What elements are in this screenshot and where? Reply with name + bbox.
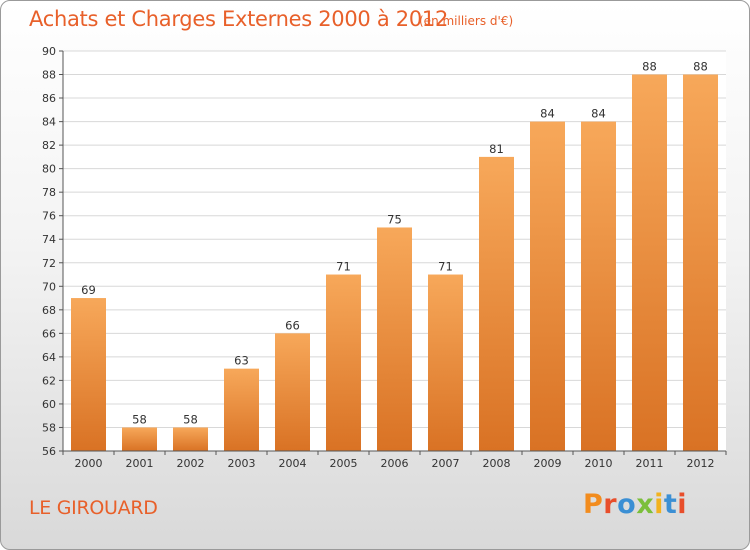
x-tick-label-2002: 2002: [177, 457, 205, 470]
data-label-2008: 81: [489, 142, 504, 156]
data-label-2004: 66: [285, 318, 300, 332]
y-tick-label: 62: [42, 374, 56, 387]
y-tick-label: 86: [42, 92, 56, 105]
y-tick-label: 72: [42, 257, 56, 270]
chart-unit-label: (en milliers d'€): [419, 14, 514, 28]
bar-2009: [530, 121, 565, 452]
logo-letter: P: [583, 489, 604, 520]
logo-letter: i: [677, 489, 688, 520]
x-tick-label-2010: 2010: [585, 457, 613, 470]
data-label-2011: 88: [642, 60, 657, 74]
y-tick-label: 56: [42, 445, 56, 458]
data-label-2002: 58: [183, 412, 198, 426]
x-tick-label-2011: 2011: [636, 457, 664, 470]
data-label-2010: 84: [591, 107, 606, 121]
x-tick-label-2012: 2012: [687, 457, 715, 470]
commune-name: LE GIROUARD: [29, 497, 158, 519]
x-tick-label-2007: 2007: [432, 457, 460, 470]
logo-letter: o: [617, 489, 637, 520]
bar-2005: [326, 274, 361, 451]
chart-title: Achats et Charges Externes 2000 à 2012: [29, 7, 449, 31]
bar-2008: [479, 156, 514, 451]
bar-2010: [581, 121, 616, 452]
bar-2001: [122, 427, 157, 451]
y-tick-label: 70: [42, 280, 56, 293]
proxiti-logo[interactable]: Proxiti: [583, 489, 687, 520]
y-tick-label: 66: [42, 327, 56, 340]
data-label-2009: 84: [540, 107, 555, 121]
logo-letter: t: [663, 489, 678, 520]
x-tick-label-2001: 2001: [126, 457, 154, 470]
x-tick-label-2000: 2000: [75, 457, 103, 470]
y-tick-label: 90: [42, 45, 56, 58]
data-label-2007: 71: [438, 260, 453, 274]
logo-letter: x: [636, 489, 655, 520]
bar-2012: [683, 74, 718, 451]
bar-2003: [224, 368, 259, 451]
y-tick-label: 84: [42, 116, 56, 129]
bar-2006: [377, 227, 412, 451]
bar-2000: [71, 298, 106, 451]
x-tick-label-2004: 2004: [279, 457, 307, 470]
y-tick-label: 78: [42, 186, 56, 199]
y-tick-label: 60: [42, 398, 56, 411]
y-tick-label: 58: [42, 421, 56, 434]
logo-letter: i: [654, 489, 664, 520]
y-tick-label: 68: [42, 304, 56, 317]
data-label-2006: 75: [387, 212, 402, 226]
x-tick-label-2008: 2008: [483, 457, 511, 470]
x-tick-label-2009: 2009: [534, 457, 562, 470]
x-tick-label-2003: 2003: [228, 457, 256, 470]
x-tick-label-2006: 2006: [381, 457, 409, 470]
bars: 69 58 58 63 66 71 75 71 81 84 84 88 88: [71, 60, 718, 452]
data-label-2012: 88: [693, 60, 708, 74]
bar-2004: [275, 333, 310, 451]
bar-2007: [428, 274, 463, 451]
data-label-2001: 58: [132, 412, 147, 426]
y-tick-label: 88: [42, 69, 56, 82]
bar-2002: [173, 427, 208, 451]
y-tick-label: 74: [42, 233, 56, 246]
x-tick-label-2005: 2005: [330, 457, 358, 470]
y-tick-label: 82: [42, 139, 56, 152]
y-tick-label: 80: [42, 163, 56, 176]
logo-letter: r: [603, 489, 618, 520]
y-tick-label: 64: [42, 351, 56, 364]
y-tick-label: 76: [42, 210, 56, 223]
data-label-2003: 63: [234, 354, 249, 368]
y-axis: 56 58 60 62 64 66 68 70 72 74 76 78 80 82 84 86 88 90: [42, 45, 64, 458]
bar-2011: [632, 74, 667, 451]
data-label-2005: 71: [336, 260, 351, 274]
data-label-2000: 69: [81, 283, 96, 297]
x-axis: 2000 2001 2002 2003 2004 2005 2006 2007 2008 2009…: [62, 450, 727, 470]
